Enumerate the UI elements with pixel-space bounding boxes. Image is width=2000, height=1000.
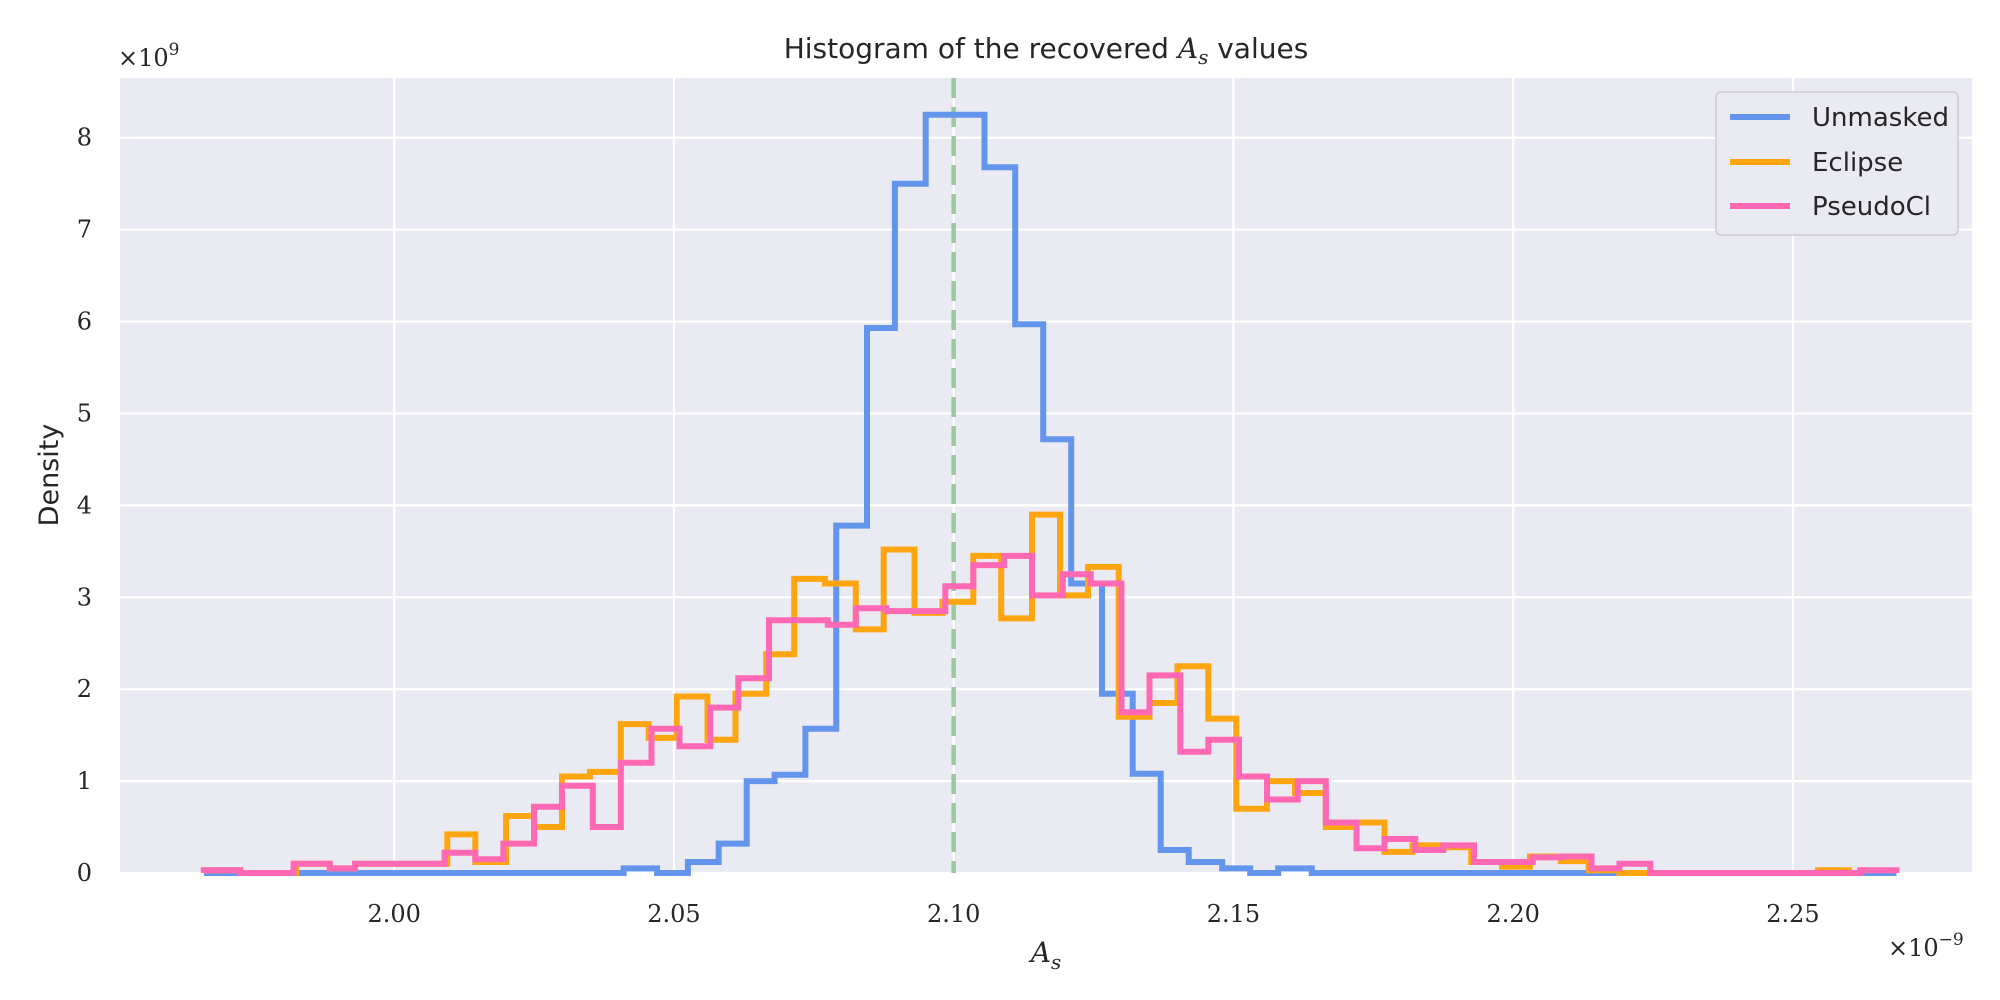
legend-box bbox=[1715, 91, 1959, 236]
y-offset-text: ×109 bbox=[118, 40, 179, 72]
y-axis-label: Density bbox=[34, 424, 65, 527]
y-tick-label-7: 7 bbox=[77, 216, 92, 244]
plot-area bbox=[120, 78, 1972, 873]
x-tick-label-2: 2.10 bbox=[927, 900, 980, 928]
legend: Unmasked Eclipse PseudoCl bbox=[1715, 91, 1959, 236]
series-unmasked-step-line bbox=[203, 111, 1897, 876]
y-tick-label-6: 6 bbox=[77, 308, 92, 336]
x-tick-label-5: 2.25 bbox=[1766, 900, 1819, 928]
legend-label-unmasked: Unmasked bbox=[1812, 103, 1949, 133]
x-tick-label-3: 2.15 bbox=[1207, 900, 1260, 928]
x-tick-labels: 2.00 2.05 2.10 2.15 2.20 2.25 bbox=[367, 900, 1819, 928]
x-tick-label-4: 2.20 bbox=[1486, 900, 1539, 928]
legend-label-eclipse: Eclipse bbox=[1812, 148, 1903, 178]
x-offset-text: ×10−9 bbox=[1888, 930, 1964, 962]
y-tick-labels: 0 1 2 3 4 5 6 7 8 bbox=[77, 124, 92, 887]
y-tick-label-4: 4 bbox=[77, 491, 92, 519]
x-axis-label: As bbox=[1028, 936, 1062, 974]
y-tick-label-1: 1 bbox=[77, 767, 92, 795]
legend-label-pseudocl: PseudoCl bbox=[1812, 192, 1931, 222]
chart-title: Histogram of the recovered As values bbox=[784, 32, 1309, 69]
y-tick-label-2: 2 bbox=[77, 675, 92, 703]
y-tick-label-5: 5 bbox=[77, 399, 92, 427]
series-pseudocl-step-line bbox=[200, 552, 1900, 876]
y-tick-label-0: 0 bbox=[77, 859, 92, 887]
x-tick-label-0: 2.00 bbox=[367, 900, 420, 928]
series-group bbox=[200, 111, 1900, 876]
y-tick-label-8: 8 bbox=[77, 124, 92, 152]
x-tick-label-1: 2.05 bbox=[647, 900, 700, 928]
y-tick-label-3: 3 bbox=[77, 583, 92, 611]
